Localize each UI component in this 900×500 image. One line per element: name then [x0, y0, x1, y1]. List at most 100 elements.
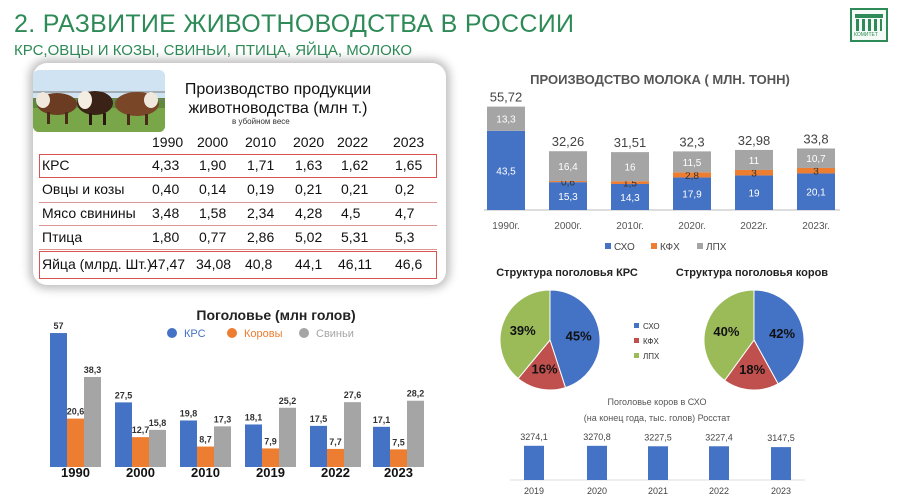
milk-total-label: 33,8	[803, 131, 828, 146]
row-divider	[39, 249, 437, 250]
pie-krs-slice	[517, 338, 567, 391]
herd-value-label: 15,8	[149, 418, 167, 428]
table-cell: 0,19	[247, 181, 275, 197]
herd-bar	[407, 400, 424, 467]
milk-segment-label: 11	[749, 156, 760, 167]
herd-category-label: 2000	[126, 465, 155, 480]
milk-legend-swatch	[651, 243, 657, 249]
milk-total-label: 32,98	[738, 133, 771, 148]
milk-category-label: 2010г.	[616, 221, 643, 232]
pie-cows-slice-label: 18%	[739, 362, 765, 377]
milk-legend-label: КФХ	[660, 242, 680, 253]
herd-bar	[373, 426, 390, 467]
sho-bar	[771, 447, 791, 480]
herd-legend-label: Свиньи	[316, 328, 354, 340]
herd-value-label: 38,3	[84, 365, 102, 375]
row-divider	[39, 225, 437, 226]
milk-segment-label: 13,3	[496, 115, 516, 126]
sho-value-label: 3227,4	[705, 432, 733, 442]
pie-cows-slice-label: 40%	[713, 324, 739, 339]
pie-krs-slice-label: 39%	[510, 323, 536, 338]
table-header-year: 2000	[197, 134, 229, 150]
milk-bar-segment	[487, 130, 525, 210]
milk-segment-label: 3	[751, 169, 757, 180]
table-cell: 4,28	[295, 205, 323, 221]
milk-bar-segment	[487, 106, 525, 131]
milk-bar-segment	[673, 151, 711, 173]
herd-bar	[115, 402, 132, 467]
table-cell: 1,63	[295, 157, 323, 173]
table-header-year: 2010	[245, 134, 277, 150]
herd-value-label: 27,6	[344, 390, 362, 400]
herd-value-label: 18,1	[245, 412, 263, 422]
milk-bar-segment	[611, 183, 649, 210]
milk-legend-swatch	[605, 243, 611, 249]
herd-bar	[50, 333, 67, 467]
milk-bar-segment	[549, 151, 587, 182]
milk-bar-segment	[797, 167, 835, 174]
milk-legend-swatch	[697, 243, 703, 249]
table-cell: 0,14	[199, 181, 227, 197]
pie-legend-swatch	[634, 338, 639, 343]
herd-category-label: 1990	[61, 465, 90, 480]
herd-chart-title: Поголовье (млн голов)	[196, 307, 355, 323]
milk-bar-segment	[797, 173, 835, 210]
sho-value-label: 3274,1	[520, 432, 548, 442]
sho-chart-title: Поголовье коров в СХО	[607, 397, 706, 407]
milk-segment-label: 3	[813, 167, 819, 178]
herd-bar	[390, 449, 407, 467]
table-row-label: Яйца (млрд. Шт.)	[42, 256, 152, 272]
milk-category-label: 1990г.	[492, 221, 519, 232]
milk-segment-label: 16	[624, 163, 636, 174]
sho-chart-subtitle: (на конец года, тыс. голов) Росстат	[584, 413, 730, 423]
table-cell: 1,80	[152, 229, 180, 245]
herd-bar	[214, 426, 231, 467]
milk-category-label: 2022г.	[740, 221, 767, 232]
pie-legend-swatch	[634, 323, 639, 328]
highlight-row-krs	[39, 154, 437, 178]
milk-segment-label: 1,5	[623, 179, 637, 190]
committee-logo: КОМИТЕТ	[850, 8, 888, 42]
table-cell: 4,5	[341, 205, 361, 221]
table-cell: 0,2	[395, 181, 415, 197]
herd-category-label: 2022	[321, 465, 350, 480]
milk-category-label: 2023г.	[802, 221, 829, 232]
milk-total-label: 55,72	[490, 90, 523, 105]
sho-bar	[524, 445, 544, 480]
herd-value-label: 57	[53, 321, 63, 331]
milk-category-label: 2000г.	[554, 221, 581, 232]
pie-krs-slice-label: 45%	[566, 328, 592, 343]
herd-bar	[327, 448, 344, 467]
milk-legend-label: ЛПХ	[706, 242, 727, 253]
table-row-label: КРС	[42, 157, 70, 173]
table-cell: 0,40	[152, 181, 180, 197]
sho-bar	[709, 446, 729, 480]
herd-value-label: 25,2	[279, 396, 297, 406]
herd-value-label: 7,5	[392, 437, 405, 447]
table-header-year: 2022	[337, 134, 369, 150]
sho-value-label: 3270,8	[583, 432, 611, 442]
table-row-label: Птица	[42, 229, 83, 245]
logo-roof	[855, 14, 883, 18]
milk-bar-segment	[611, 152, 649, 182]
table-cell: 5,02	[295, 229, 323, 245]
milk-chart-title: ПРОИЗВОДСТВО МОЛОКА ( МЛН. ТОНН)	[530, 72, 790, 87]
milk-segment-label: 2,8	[685, 171, 699, 182]
milk-segment-label: 43,5	[496, 166, 516, 177]
sho-value-label: 3227,5	[644, 432, 672, 442]
milk-segment-label: 0,6	[561, 178, 575, 189]
milk-segment-label: 11,5	[683, 158, 702, 169]
table-cell: 4,7	[395, 205, 415, 221]
milk-bar-segment	[673, 177, 711, 210]
pie-krs-slice	[499, 289, 551, 380]
herd-value-label: 12,7	[132, 425, 150, 435]
table-cell: 5,3	[395, 229, 415, 245]
herd-category-label: 2019	[256, 465, 285, 480]
pie-cows-slice	[703, 289, 755, 382]
milk-segment-label: 17,9	[682, 190, 702, 201]
herd-value-label: 28,2	[407, 389, 425, 399]
milk-segment-label: 15,3	[558, 192, 578, 203]
table-cell: 0,77	[199, 229, 227, 245]
herd-value-label: 20,6	[67, 407, 85, 417]
